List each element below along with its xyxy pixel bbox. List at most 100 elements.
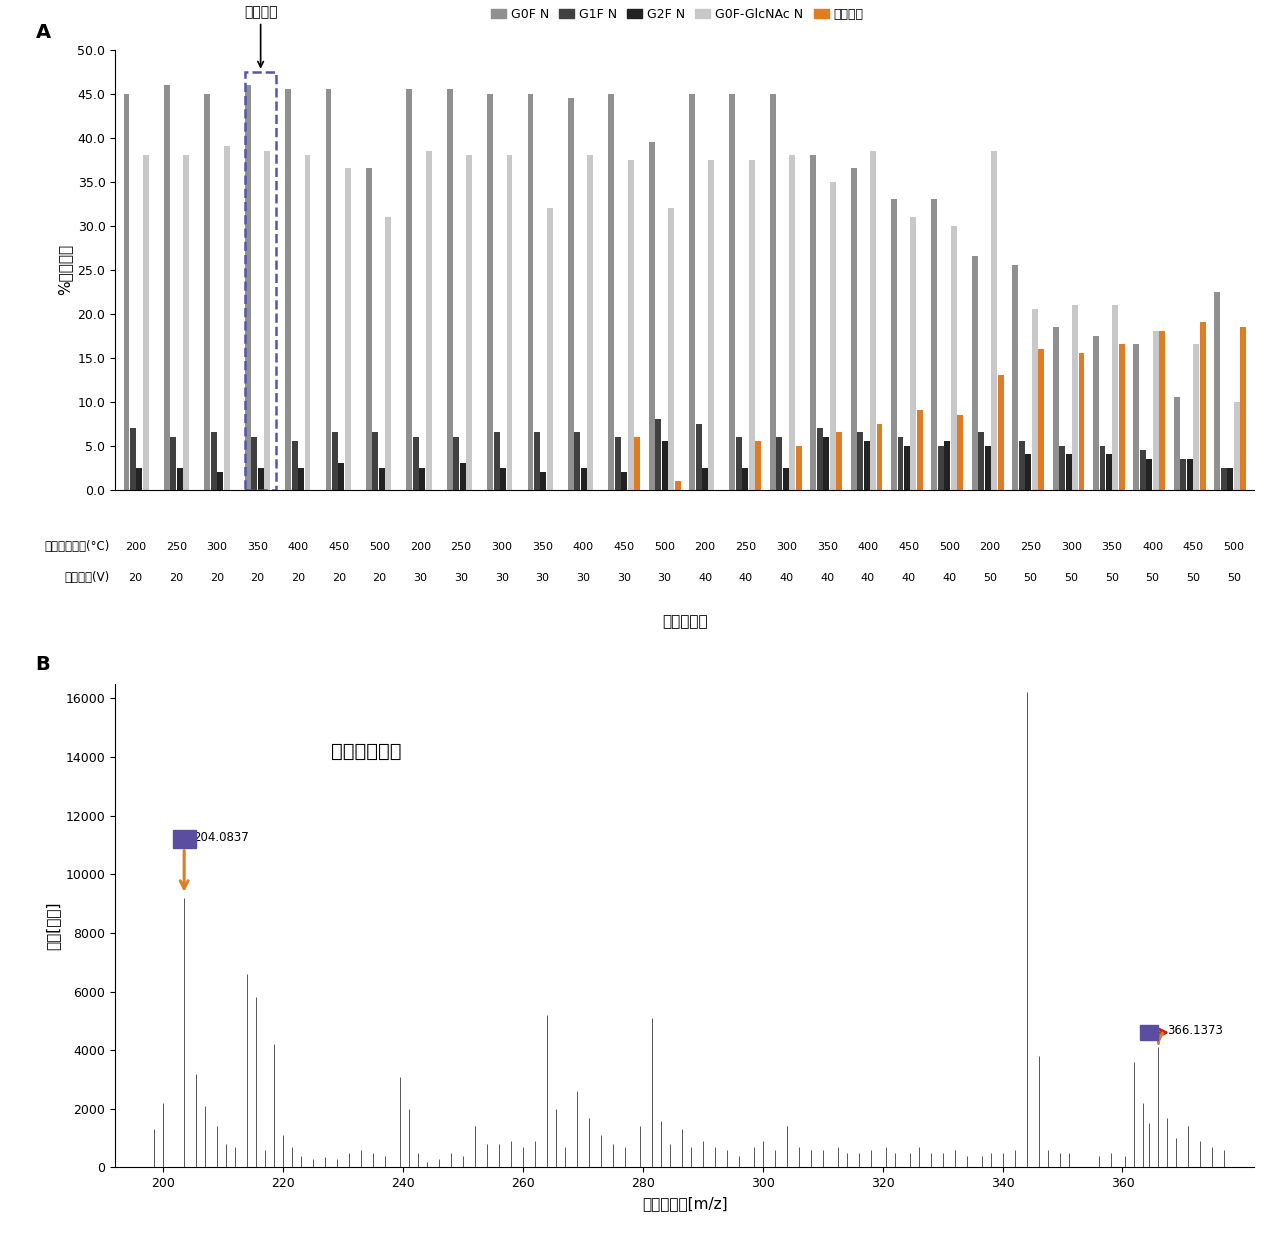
Bar xyxy=(338,463,344,489)
Text: 优化条件: 优化条件 xyxy=(244,5,278,67)
Text: 40: 40 xyxy=(861,573,876,582)
Bar xyxy=(675,481,681,489)
Bar xyxy=(534,432,540,489)
Bar xyxy=(730,93,736,489)
Text: 200: 200 xyxy=(695,542,716,551)
Bar xyxy=(183,155,189,489)
Bar xyxy=(426,150,431,489)
Text: 40: 40 xyxy=(820,573,835,582)
Bar xyxy=(344,169,351,489)
Bar xyxy=(749,160,755,489)
Y-axis label: 强度[计数]: 强度[计数] xyxy=(45,902,60,950)
Text: A: A xyxy=(36,24,51,42)
Text: 50: 50 xyxy=(1064,573,1078,582)
Bar xyxy=(575,432,580,489)
Text: 20: 20 xyxy=(332,573,346,582)
Bar xyxy=(325,89,332,489)
Text: 300: 300 xyxy=(1061,542,1082,551)
Text: 500: 500 xyxy=(369,542,390,551)
Bar xyxy=(372,432,379,489)
Bar xyxy=(1093,335,1100,489)
Text: 250: 250 xyxy=(165,542,187,551)
Bar xyxy=(1052,327,1059,489)
X-axis label: 实测质量数[m/z]: 实测质量数[m/z] xyxy=(643,1196,727,1211)
Text: 200: 200 xyxy=(410,542,431,551)
Text: 50: 50 xyxy=(1187,573,1201,582)
Text: 20: 20 xyxy=(372,573,387,582)
Text: 250: 250 xyxy=(735,542,756,551)
Text: 30: 30 xyxy=(454,573,468,582)
Bar xyxy=(1119,344,1125,489)
Bar xyxy=(864,441,869,489)
Text: 200: 200 xyxy=(979,542,1001,551)
Bar xyxy=(1073,304,1078,489)
Bar xyxy=(1193,344,1199,489)
Bar xyxy=(494,432,499,489)
Bar xyxy=(858,432,863,489)
Bar xyxy=(991,150,997,489)
Bar xyxy=(870,150,876,489)
Bar xyxy=(910,217,916,489)
Bar xyxy=(385,217,392,489)
Y-axis label: %修饰水平: %修饰水平 xyxy=(56,245,72,296)
Bar xyxy=(211,432,216,489)
Text: 500: 500 xyxy=(1224,542,1244,551)
Bar xyxy=(1025,455,1032,489)
Bar xyxy=(1019,441,1025,489)
Bar xyxy=(904,446,910,489)
Bar xyxy=(777,437,782,489)
Bar xyxy=(916,410,923,489)
Bar xyxy=(783,467,788,489)
Bar xyxy=(500,467,506,489)
Text: 400: 400 xyxy=(572,542,594,551)
Bar xyxy=(972,256,978,489)
Bar xyxy=(997,375,1004,489)
Bar xyxy=(1147,458,1152,489)
Bar xyxy=(173,830,196,848)
Bar xyxy=(810,155,817,489)
Bar xyxy=(1228,467,1233,489)
Bar xyxy=(224,147,229,489)
Bar xyxy=(1139,1025,1158,1040)
Text: 300: 300 xyxy=(206,542,228,551)
Bar xyxy=(649,142,654,489)
Bar xyxy=(957,415,964,489)
Bar xyxy=(1065,455,1071,489)
Text: 450: 450 xyxy=(613,542,635,551)
Bar xyxy=(1112,304,1119,489)
Text: 200: 200 xyxy=(125,542,146,551)
Bar xyxy=(1012,266,1018,489)
Text: 脱溶剂化温度(°C): 脱溶剂化温度(°C) xyxy=(44,540,110,553)
Bar xyxy=(984,446,991,489)
Text: 400: 400 xyxy=(288,542,308,551)
Bar xyxy=(1153,332,1158,489)
Bar xyxy=(244,84,251,489)
Bar xyxy=(877,424,882,489)
Bar xyxy=(1215,292,1220,489)
Bar xyxy=(1240,327,1245,489)
Text: 204.0837: 204.0837 xyxy=(193,831,248,845)
Bar xyxy=(1180,458,1187,489)
Text: 20: 20 xyxy=(251,573,265,582)
Bar xyxy=(137,467,142,489)
Legend: G0F N, G1F N, G2F N, G0F-GlcNAc N, 氧鎓离子: G0F N, G1F N, G2F N, G0F-GlcNAc N, 氧鎓离子 xyxy=(486,4,869,26)
Bar xyxy=(466,155,472,489)
Bar xyxy=(951,226,957,489)
Text: 500: 500 xyxy=(938,542,960,551)
Bar xyxy=(164,84,170,489)
Bar xyxy=(634,437,640,489)
Bar xyxy=(527,93,534,489)
Text: 20: 20 xyxy=(292,573,306,582)
Bar xyxy=(1160,332,1165,489)
Bar xyxy=(1032,309,1038,489)
Bar xyxy=(366,169,372,489)
Bar xyxy=(246,72,276,489)
Bar xyxy=(218,472,223,489)
Text: 锥孔电压(V): 锥孔电压(V) xyxy=(64,571,110,584)
Bar xyxy=(257,467,264,489)
Bar xyxy=(932,199,937,489)
Bar xyxy=(1134,344,1139,489)
Text: 50: 50 xyxy=(1146,573,1160,582)
Text: 糖肽源内片段: 糖肽源内片段 xyxy=(330,741,401,760)
Bar xyxy=(581,467,586,489)
